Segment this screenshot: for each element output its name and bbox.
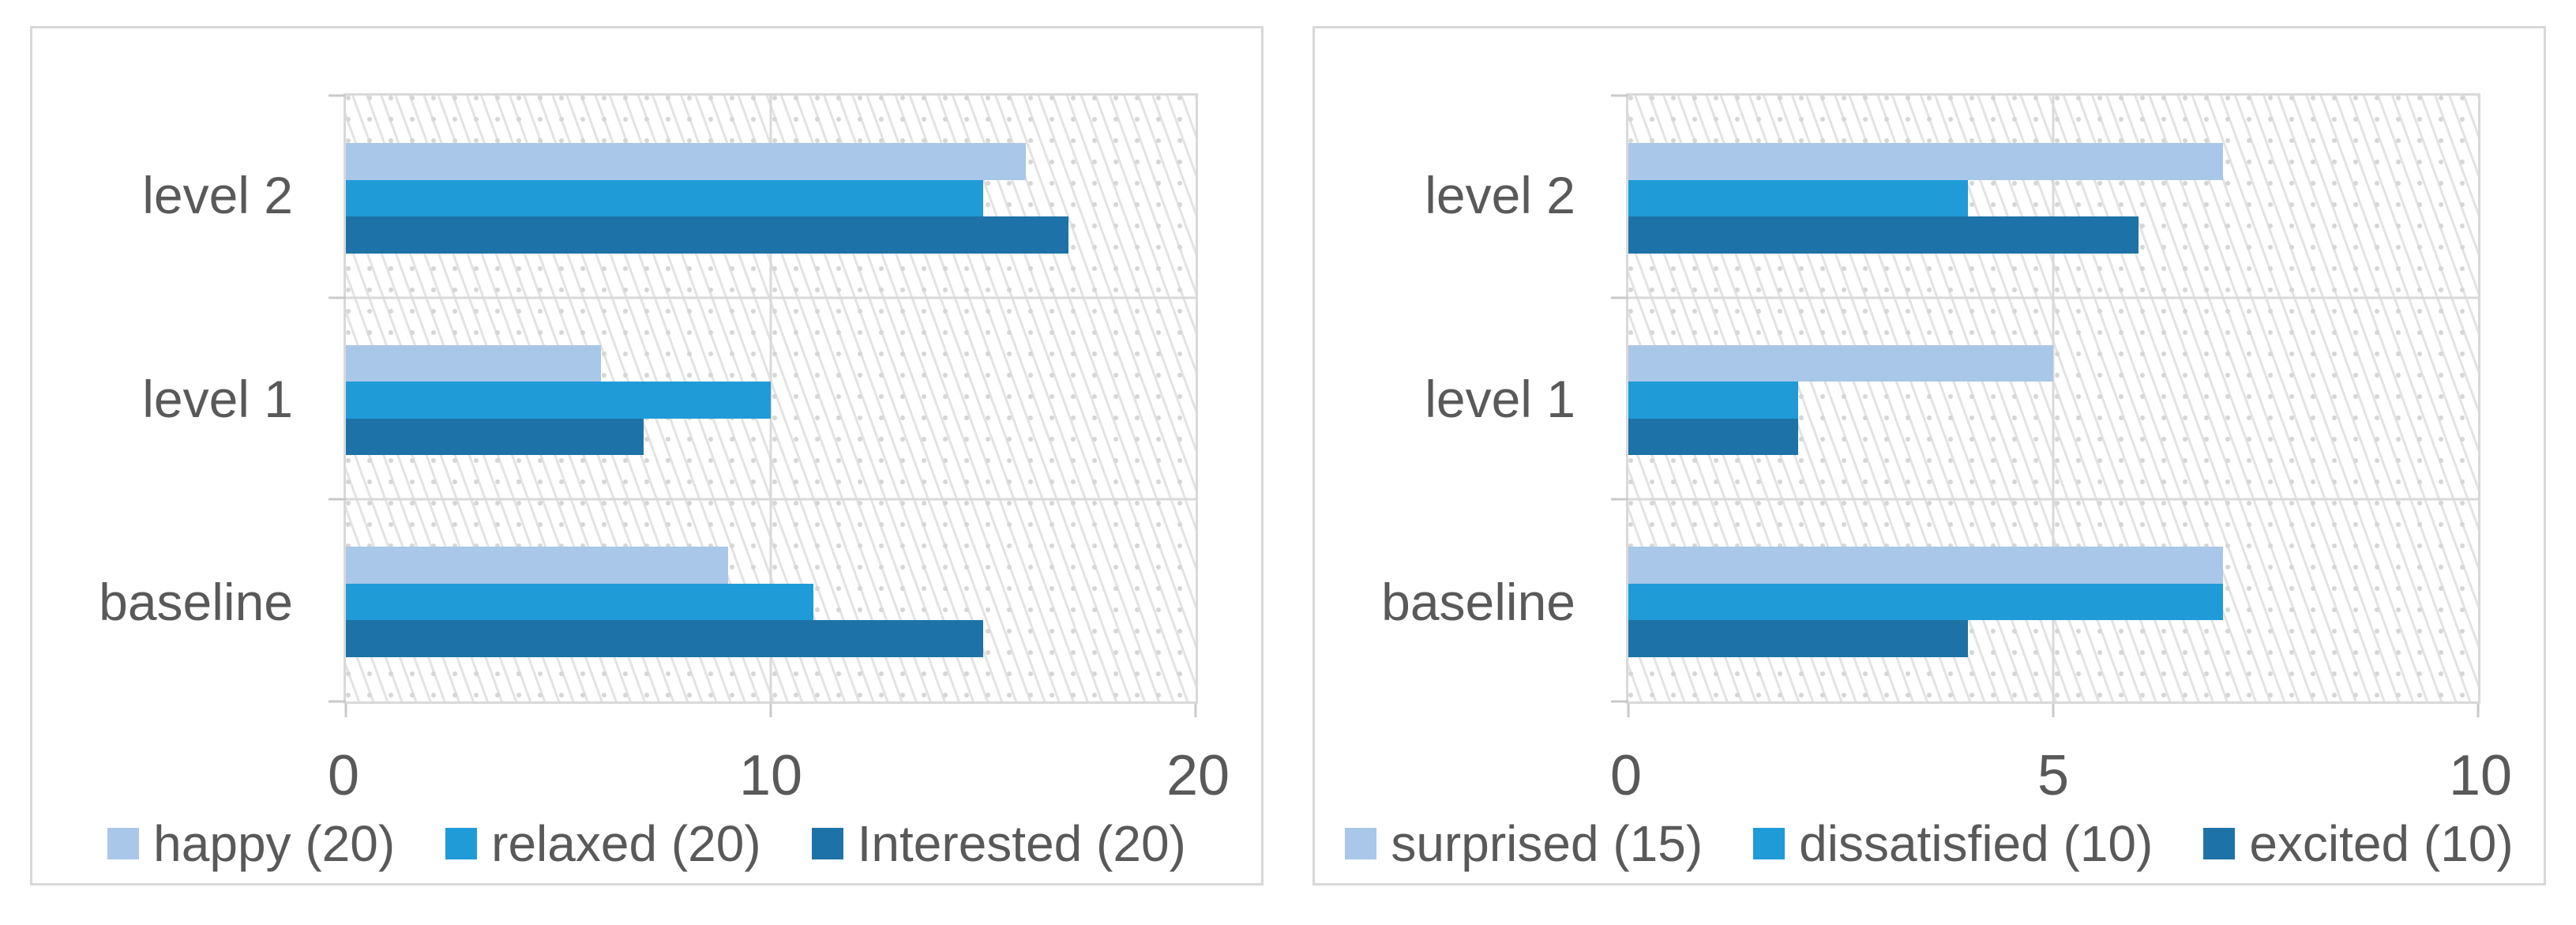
gridline-horizontal-2 xyxy=(346,498,1196,501)
legend: happy (20) relaxed (20) Interested (20) xyxy=(32,814,1261,873)
x-axis-tick-label-20: 20 xyxy=(1166,744,1230,807)
y-axis-tick xyxy=(329,94,346,97)
bar-baseline-Interested-(20) xyxy=(346,620,983,657)
category-label-level-1: level 1 xyxy=(1425,369,1575,428)
legend-label: Interested (20) xyxy=(857,815,1186,872)
bar-level-1-relaxed-(20) xyxy=(346,382,771,419)
legend-item-excited-(10): excited (10) xyxy=(2203,814,2514,873)
legend-swatch-icon xyxy=(1345,828,1377,859)
legend-item-surprised-(15): surprised (15) xyxy=(1345,814,1703,873)
y-axis-tick xyxy=(1611,94,1628,97)
x-axis-tick-label-0: 0 xyxy=(327,744,360,807)
bar-level-2-Interested-(20) xyxy=(346,216,1068,254)
y-axis-tick xyxy=(329,700,346,703)
plot-area xyxy=(329,93,1198,717)
bar-baseline-dissatisfied-(10) xyxy=(1628,583,2224,621)
legend-swatch-icon xyxy=(2203,828,2236,859)
bar-level-2-surprised-(15) xyxy=(1628,143,2224,180)
legend-label: happy (20) xyxy=(153,815,396,872)
x-axis-tick-mark xyxy=(2052,704,2055,717)
legend-item-dissatisfied-(10): dissatisfied (10) xyxy=(1753,814,2153,873)
x-axis-tick-mark xyxy=(2476,704,2480,717)
y-axis-tick xyxy=(329,498,346,501)
gridline-horizontal-1 xyxy=(1628,296,2478,299)
bar-level-2-excited-(10) xyxy=(1628,216,2139,254)
chart-panel-emotions-left: level 2 level 1 baseline 0 10 20 happy (20) r… xyxy=(30,26,1264,886)
y-axis-tick xyxy=(1611,296,1628,299)
legend-label: surprised (15) xyxy=(1391,815,1703,872)
chart-panel-emotions-right: level 2 level 1 baseline 0 5 10 surprised (1… xyxy=(1312,26,2546,886)
gridline-horizontal-1 xyxy=(346,296,1196,299)
legend-swatch-icon xyxy=(811,828,843,859)
gridline-horizontal-2 xyxy=(1628,498,2478,501)
y-axis-tick xyxy=(329,296,346,299)
category-label-baseline: baseline xyxy=(99,573,293,632)
x-axis-tick-mark xyxy=(1627,704,1630,717)
legend: surprised (15) dissatisfied (10) excited (… xyxy=(1315,814,2544,873)
y-axis-tick xyxy=(1611,700,1628,703)
bar-level-2-dissatisfied-(10) xyxy=(1628,179,1969,217)
bar-level-1-happy-(20) xyxy=(346,344,601,382)
bar-baseline-surprised-(15) xyxy=(1628,547,2224,584)
x-axis-tick-label-5: 5 xyxy=(2037,744,2070,807)
category-label-baseline: baseline xyxy=(1381,573,1575,632)
category-band-level-1 xyxy=(346,298,1196,500)
category-band-baseline xyxy=(1628,499,2478,701)
bar-level-1-surprised-(15) xyxy=(1628,344,2053,382)
x-axis-tick-mark xyxy=(769,704,772,717)
y-axis-tick xyxy=(1611,498,1628,501)
bar-level-1-dissatisfied-(10) xyxy=(1628,382,1799,419)
bar-level-1-Interested-(20) xyxy=(346,418,644,456)
legend-label: excited (10) xyxy=(2249,815,2514,872)
category-label-level-2: level 2 xyxy=(1425,165,1575,224)
legend-swatch-icon xyxy=(1753,828,1786,859)
bar-level-2-happy-(20) xyxy=(346,143,1026,180)
bar-level-2-relaxed-(20) xyxy=(346,179,983,217)
x-axis-tick-label-10: 10 xyxy=(2448,744,2513,807)
category-label-level-1: level 1 xyxy=(142,369,293,428)
x-axis-tick-label-0: 0 xyxy=(1609,744,1643,807)
gridline-vertical-mid xyxy=(2052,96,2055,701)
legend-swatch-icon xyxy=(445,828,478,859)
legend-label: relaxed (20) xyxy=(491,815,761,872)
bar-baseline-happy-(20) xyxy=(346,547,729,584)
legend-item-Interested-(20): Interested (20) xyxy=(811,814,1186,873)
category-band-level-2 xyxy=(1628,96,2478,298)
plot-area xyxy=(1611,93,2480,717)
gridline-vertical-mid xyxy=(769,96,772,701)
bar-baseline-relaxed-(20) xyxy=(346,583,813,621)
x-axis-tick-mark xyxy=(344,704,347,717)
legend-swatch-icon xyxy=(107,828,140,859)
category-band-level-1 xyxy=(1628,298,2478,500)
category-label-level-2: level 2 xyxy=(142,165,293,224)
x-axis-tick-label-10: 10 xyxy=(738,744,803,807)
category-band-level-2 xyxy=(346,96,1196,298)
x-axis-tick-mark xyxy=(1194,704,1197,717)
bar-baseline-excited-(10) xyxy=(1628,620,1969,657)
category-band-baseline xyxy=(346,499,1196,701)
legend-item-relaxed-(20): relaxed (20) xyxy=(445,814,761,873)
bar-level-1-excited-(10) xyxy=(1628,418,1799,456)
legend-item-happy-(20): happy (20) xyxy=(107,814,395,873)
legend-label: dissatisfied (10) xyxy=(1799,815,2154,872)
